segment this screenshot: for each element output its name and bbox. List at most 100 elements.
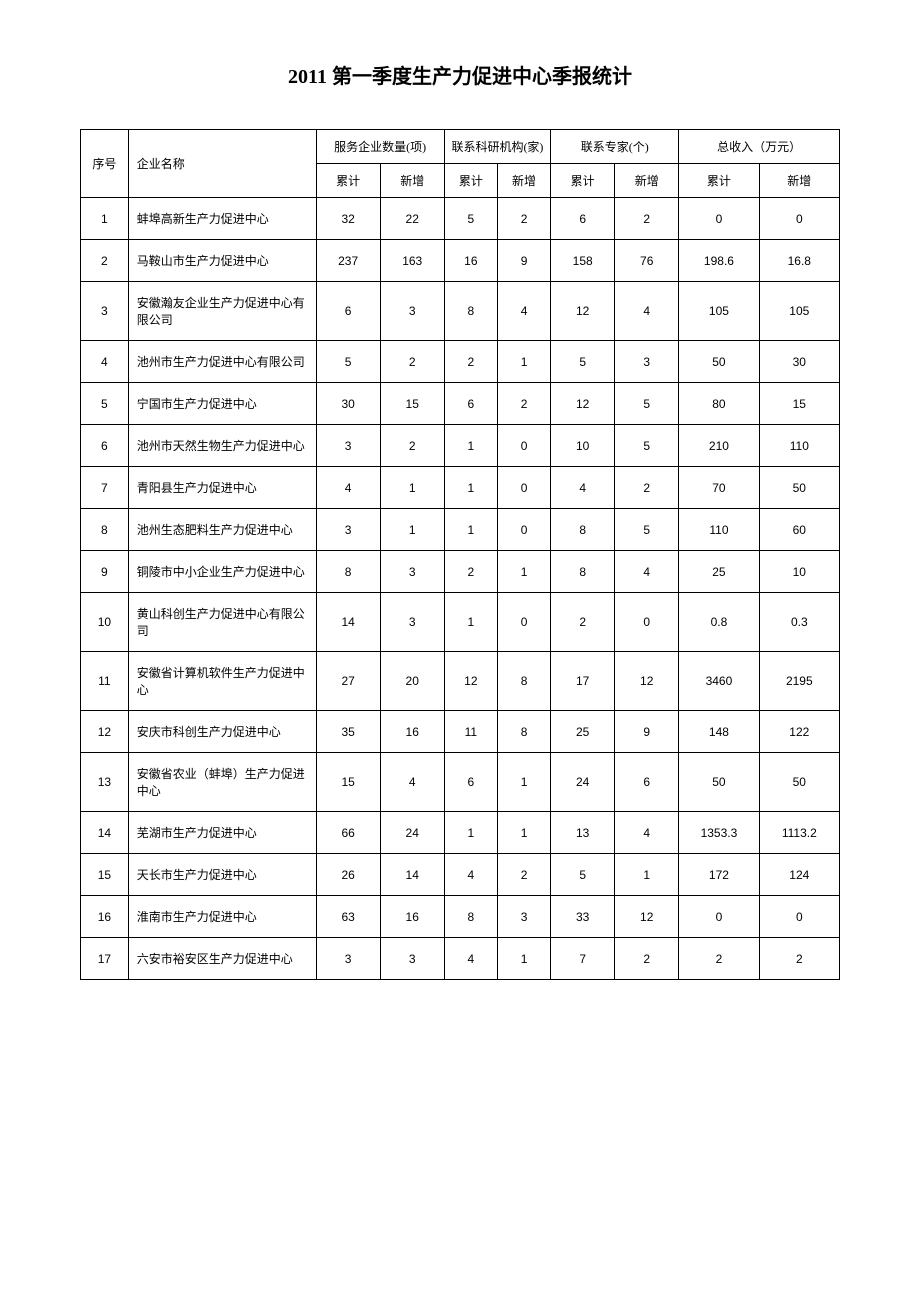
cell-expert_cum: 6: [551, 198, 615, 240]
cell-income_cum: 198.6: [679, 240, 759, 282]
table-row: 4池州市生产力促进中心有限公司5221535030: [81, 341, 840, 383]
cell-income_cum: 105: [679, 282, 759, 341]
cell-income_cum: 148: [679, 711, 759, 753]
table-row: 11安徽省计算机软件生产力促进中心2720128171234602195: [81, 652, 840, 711]
cell-svc_new: 22: [380, 198, 444, 240]
header-expert-new: 新增: [615, 164, 679, 198]
cell-income_cum: 0: [679, 896, 759, 938]
table-row: 6池州市天然生物生产力促进中心3210105210110: [81, 425, 840, 467]
cell-name: 池州市生产力促进中心有限公司: [128, 341, 316, 383]
cell-name: 蚌埠高新生产力促进中心: [128, 198, 316, 240]
cell-income_new: 2: [759, 938, 839, 980]
cell-income_new: 2195: [759, 652, 839, 711]
cell-svc_cum: 5: [316, 341, 380, 383]
cell-inst_new: 3: [497, 896, 550, 938]
cell-inst_new: 8: [497, 652, 550, 711]
cell-inst_new: 9: [497, 240, 550, 282]
cell-name: 安徽省计算机软件生产力促进中心: [128, 652, 316, 711]
cell-expert_cum: 12: [551, 383, 615, 425]
cell-inst_cum: 1: [444, 425, 497, 467]
cell-income_new: 50: [759, 467, 839, 509]
cell-inst_new: 0: [497, 509, 550, 551]
cell-expert_cum: 17: [551, 652, 615, 711]
cell-svc_new: 163: [380, 240, 444, 282]
cell-seq: 2: [81, 240, 129, 282]
cell-income_new: 105: [759, 282, 839, 341]
header-seq: 序号: [81, 130, 129, 198]
table-row: 7青阳县生产力促进中心4110427050: [81, 467, 840, 509]
cell-svc_new: 16: [380, 711, 444, 753]
cell-expert_cum: 8: [551, 551, 615, 593]
cell-name: 安徽省农业（蚌埠）生产力促进中心: [128, 753, 316, 812]
cell-inst_new: 1: [497, 551, 550, 593]
cell-inst_new: 1: [497, 753, 550, 812]
cell-svc_cum: 3: [316, 938, 380, 980]
cell-inst_new: 2: [497, 198, 550, 240]
cell-income_cum: 80: [679, 383, 759, 425]
cell-svc_new: 14: [380, 854, 444, 896]
table-row: 3安徽瀚友企业生产力促进中心有限公司6384124105105: [81, 282, 840, 341]
cell-inst_cum: 1: [444, 593, 497, 652]
cell-inst_cum: 6: [444, 753, 497, 812]
cell-svc_cum: 26: [316, 854, 380, 896]
cell-income_cum: 50: [679, 753, 759, 812]
cell-income_new: 10: [759, 551, 839, 593]
cell-name: 安庆市科创生产力促进中心: [128, 711, 316, 753]
cell-income_cum: 3460: [679, 652, 759, 711]
cell-seq: 7: [81, 467, 129, 509]
cell-expert_cum: 33: [551, 896, 615, 938]
cell-seq: 12: [81, 711, 129, 753]
cell-svc_cum: 15: [316, 753, 380, 812]
cell-inst_cum: 1: [444, 509, 497, 551]
table-row: 14芜湖市生产力促进中心6624111341353.31113.2: [81, 812, 840, 854]
cell-seq: 5: [81, 383, 129, 425]
cell-income_new: 110: [759, 425, 839, 467]
table-row: 9铜陵市中小企业生产力促进中心8321842510: [81, 551, 840, 593]
cell-svc_cum: 6: [316, 282, 380, 341]
header-group-income: 总收入（万元）: [679, 130, 840, 164]
header-expert-cum: 累计: [551, 164, 615, 198]
cell-name: 池州市天然生物生产力促进中心: [128, 425, 316, 467]
cell-expert_cum: 8: [551, 509, 615, 551]
cell-svc_cum: 14: [316, 593, 380, 652]
cell-svc_new: 2: [380, 341, 444, 383]
cell-seq: 10: [81, 593, 129, 652]
cell-svc_new: 16: [380, 896, 444, 938]
table-row: 17六安市裕安区生产力促进中心33417222: [81, 938, 840, 980]
cell-inst_new: 4: [497, 282, 550, 341]
cell-inst_new: 8: [497, 711, 550, 753]
cell-svc_new: 15: [380, 383, 444, 425]
cell-income_new: 60: [759, 509, 839, 551]
cell-expert_cum: 5: [551, 341, 615, 383]
cell-svc_cum: 4: [316, 467, 380, 509]
cell-inst_cum: 8: [444, 282, 497, 341]
cell-expert_new: 2: [615, 938, 679, 980]
cell-inst_cum: 11: [444, 711, 497, 753]
cell-svc_cum: 32: [316, 198, 380, 240]
cell-inst_cum: 8: [444, 896, 497, 938]
table-row: 15天长市生产力促进中心26144251172124: [81, 854, 840, 896]
cell-svc_cum: 63: [316, 896, 380, 938]
header-income-cum: 累计: [679, 164, 759, 198]
cell-expert_cum: 5: [551, 854, 615, 896]
cell-income_cum: 110: [679, 509, 759, 551]
cell-svc_new: 3: [380, 593, 444, 652]
table-body: 1蚌埠高新生产力促进中心32225262002马鞍山市生产力促进中心237163…: [81, 198, 840, 980]
header-inst-new: 新增: [497, 164, 550, 198]
cell-expert_cum: 24: [551, 753, 615, 812]
cell-expert_new: 1: [615, 854, 679, 896]
header-group-institution: 联系科研机构(家): [444, 130, 550, 164]
cell-name: 天长市生产力促进中心: [128, 854, 316, 896]
cell-inst_cum: 4: [444, 854, 497, 896]
cell-name: 淮南市生产力促进中心: [128, 896, 316, 938]
table-row: 13安徽省农业（蚌埠）生产力促进中心154612465050: [81, 753, 840, 812]
cell-expert_new: 5: [615, 383, 679, 425]
cell-svc_new: 20: [380, 652, 444, 711]
cell-seq: 8: [81, 509, 129, 551]
cell-income_cum: 70: [679, 467, 759, 509]
header-group-expert: 联系专家(个): [551, 130, 679, 164]
cell-inst_cum: 1: [444, 812, 497, 854]
cell-income_cum: 1353.3: [679, 812, 759, 854]
cell-expert_new: 4: [615, 282, 679, 341]
cell-seq: 17: [81, 938, 129, 980]
